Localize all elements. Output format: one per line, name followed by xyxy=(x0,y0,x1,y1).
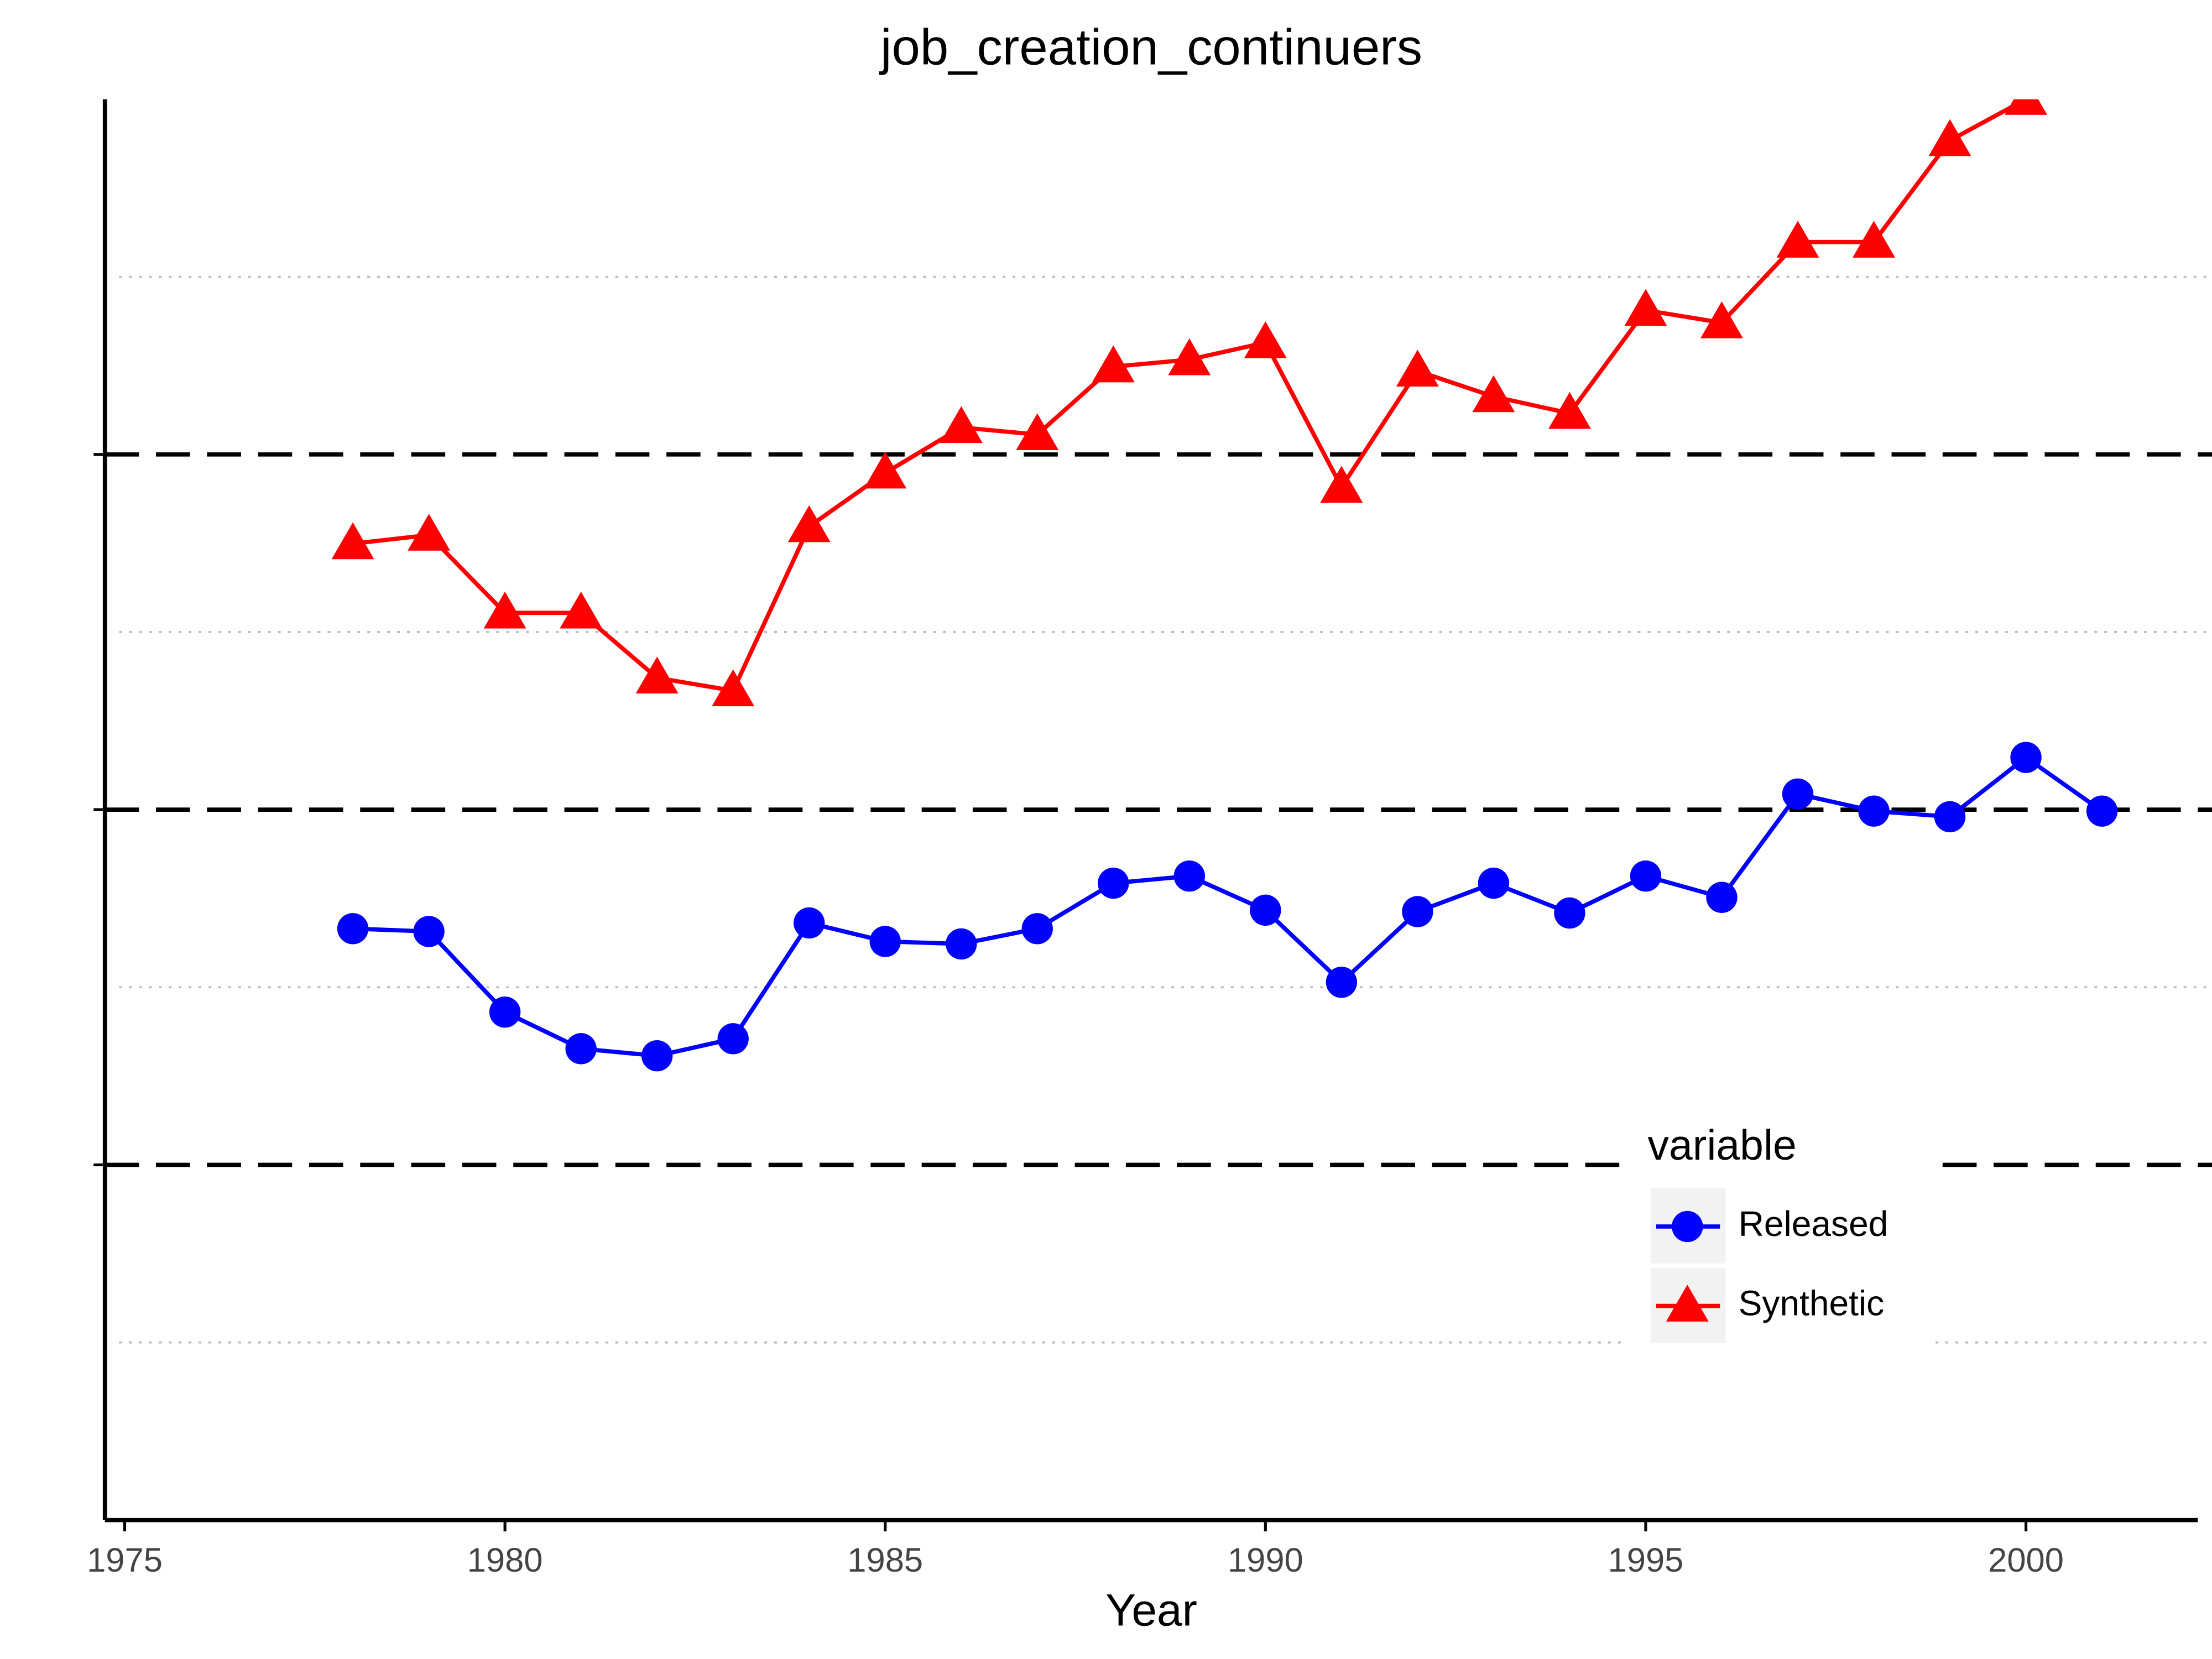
point xyxy=(869,926,901,957)
point xyxy=(413,916,445,947)
series-line xyxy=(352,754,2104,1058)
point xyxy=(1858,795,1890,827)
point xyxy=(1853,221,1895,258)
point xyxy=(1776,221,1819,258)
chart-title: job_creation_continuers xyxy=(879,18,1422,76)
point xyxy=(717,1023,749,1055)
point xyxy=(946,928,977,960)
point xyxy=(793,907,825,939)
point xyxy=(1472,375,1515,413)
point xyxy=(1320,466,1363,503)
point xyxy=(1173,860,1206,892)
point xyxy=(1928,119,1971,156)
point xyxy=(1016,413,1059,451)
point xyxy=(940,406,983,444)
point xyxy=(483,591,526,629)
legend-label: Synthetic xyxy=(1739,1283,1885,1323)
series-line xyxy=(352,99,2027,693)
point xyxy=(1666,1285,1709,1322)
point xyxy=(1326,967,1358,998)
point xyxy=(1706,881,1738,913)
point xyxy=(1554,897,1585,929)
x-tick-label: 1985 xyxy=(847,1541,923,1579)
point xyxy=(1624,289,1667,326)
point xyxy=(1092,345,1135,383)
point xyxy=(1630,860,1662,892)
x-tick-label: 1980 xyxy=(467,1541,543,1579)
x-tick-label: 2000 xyxy=(1988,1541,2064,1579)
point xyxy=(489,997,521,1028)
point xyxy=(1250,894,1281,926)
point xyxy=(787,505,831,542)
x-tick-label: 1990 xyxy=(1228,1541,1303,1579)
point xyxy=(635,656,679,694)
point xyxy=(1098,867,1129,899)
x-tick-label: 1995 xyxy=(1608,1541,1684,1579)
point xyxy=(560,591,603,629)
point xyxy=(1782,778,1814,810)
point xyxy=(331,522,374,560)
point xyxy=(1478,867,1510,899)
point xyxy=(2086,795,2118,827)
x-tick-label: 1975 xyxy=(87,1541,163,1579)
legend-label: Released xyxy=(1739,1204,1888,1244)
point xyxy=(2010,742,2042,773)
point xyxy=(1672,1211,1703,1243)
point xyxy=(1934,801,1966,833)
point xyxy=(1402,896,1433,927)
point xyxy=(2005,99,2048,115)
point xyxy=(864,451,907,489)
point xyxy=(1396,349,1439,387)
point xyxy=(1168,338,1211,375)
point xyxy=(1244,321,1287,358)
point xyxy=(641,1040,673,1072)
point xyxy=(1021,913,1053,945)
x-axis-label: Year xyxy=(1105,1585,1197,1636)
point xyxy=(408,514,451,551)
point xyxy=(1700,301,1743,338)
point xyxy=(1548,392,1591,429)
point xyxy=(712,669,755,707)
legend-title: variable xyxy=(1647,1121,1796,1169)
point xyxy=(565,1033,597,1065)
point xyxy=(337,913,369,945)
